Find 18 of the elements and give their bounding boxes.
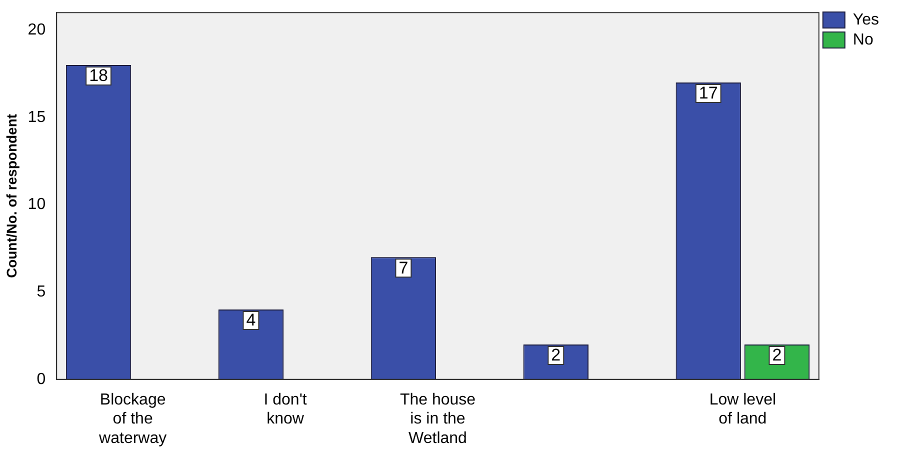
x-tick-label: The house is in the Wetland: [400, 391, 476, 447]
data-label: 2: [551, 346, 561, 365]
x-tick-label: Low level of land: [709, 391, 776, 428]
y-tick-label: 15: [28, 108, 46, 126]
x-tick-label: I don't know: [264, 391, 308, 428]
data-label: 17: [698, 84, 718, 103]
y-tick-label: 10: [28, 196, 46, 214]
legend-label: No: [852, 31, 874, 48]
y-tick-label: 0: [36, 370, 46, 388]
data-label: 7: [398, 258, 408, 278]
data-label: 2: [772, 346, 782, 365]
data-label: 18: [89, 66, 108, 86]
y-axis-title: Count/No. of respondent: [3, 114, 20, 278]
y-tick-label: 20: [28, 21, 46, 38]
legend-label: Yes: [852, 11, 880, 28]
x-tick-label: Blockage of the waterway: [98, 391, 167, 447]
y-tick-label: 5: [36, 283, 46, 300]
data-label: 4: [246, 310, 256, 330]
